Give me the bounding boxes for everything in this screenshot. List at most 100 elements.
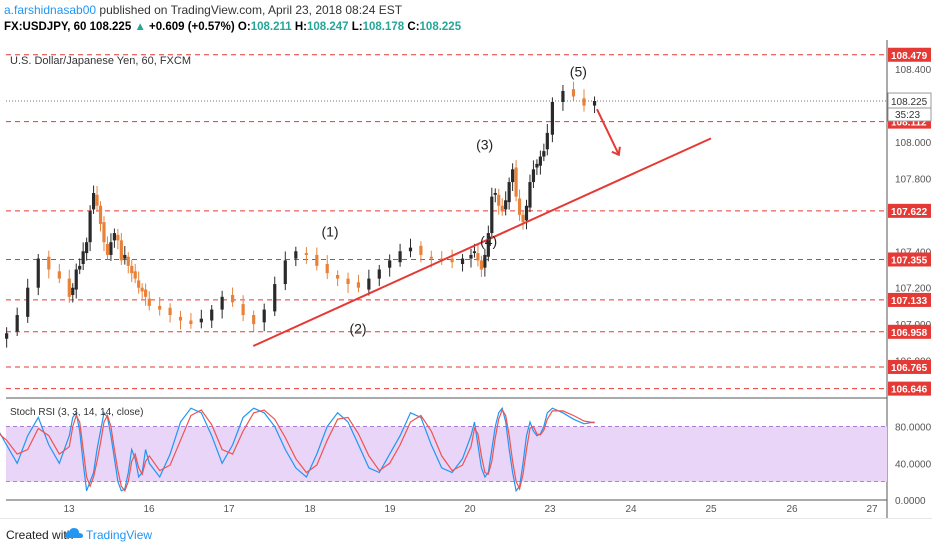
candle-body [429, 256, 433, 259]
candle-body [119, 240, 123, 261]
x-tick-label: 20 [464, 504, 476, 515]
stoch-k-line [0, 406, 595, 493]
symbol-label: FX:USDJPY, 60 [4, 21, 87, 33]
candle-body [102, 222, 106, 243]
candle-body [346, 278, 350, 285]
candle-body [123, 254, 127, 259]
level-label-bg [888, 292, 931, 307]
candle-body [450, 258, 454, 263]
level-label: 106.958 [891, 328, 928, 339]
publish-line: a.farshidnasab00 published on TradingVie… [4, 3, 402, 17]
candle-body [377, 269, 381, 279]
candle-body [109, 242, 113, 255]
countdown-bg [887, 107, 932, 122]
stoch-tick-label: 0.0000 [895, 496, 926, 507]
wave-label: (2) [349, 320, 366, 336]
level-label: 106.765 [891, 363, 928, 374]
x-tick-label: 25 [705, 504, 717, 515]
candle-body [504, 200, 508, 210]
countdown-label: 35:23 [895, 110, 920, 121]
x-tick-label: 27 [866, 504, 878, 515]
candle-body [476, 253, 480, 261]
candle-body [542, 151, 546, 157]
stoch-tick-label: 80.0000 [895, 423, 932, 434]
candle-body [137, 280, 141, 288]
candle-body [88, 211, 92, 243]
candle-body [147, 298, 151, 306]
candle-body [497, 194, 501, 206]
candle-body [273, 284, 277, 312]
candle-body [483, 254, 487, 268]
candle-body [479, 260, 483, 270]
candle-body [535, 163, 539, 168]
candle-body [538, 156, 542, 166]
tradingview-cloud-icon [65, 528, 83, 538]
tradingview-brand-link[interactable]: TradingView [86, 528, 153, 542]
candle-body [230, 295, 235, 303]
stoch-band [6, 426, 887, 482]
low-value: 108.178 [362, 21, 405, 33]
wave-label: (5) [570, 63, 587, 79]
y-tick-label: 107.800 [895, 174, 932, 185]
candle-body [116, 234, 120, 241]
candle-body [98, 205, 103, 224]
candle-body [367, 278, 371, 290]
candle-body [133, 271, 137, 279]
candle-body [524, 205, 529, 221]
author-link[interactable]: a.farshidnasab00 [4, 3, 97, 17]
candle-body [57, 271, 61, 279]
stoch-label: Stoch RSI (3, 3, 14, 14, close) [10, 407, 143, 418]
candle-body [304, 253, 308, 255]
candle-body [531, 169, 536, 183]
candle-body [130, 265, 134, 274]
candle-body [241, 304, 245, 316]
candle-body [511, 169, 515, 183]
open-value: 108.211 [250, 21, 292, 33]
candle-body [199, 318, 203, 323]
candle-body [262, 309, 266, 323]
level-label: 108.479 [891, 51, 928, 62]
change-value: +0.609 (+0.57%) [149, 21, 235, 33]
y-tick-label: 108.000 [895, 138, 932, 149]
symbol-info: FX:USDJPY, 60 108.225 ▲ +0.609 (+0.57%) … [4, 21, 461, 33]
arrow-head-icon [611, 146, 621, 157]
published-text: published on TradingView.com, April 23, … [99, 3, 403, 17]
close-value: 108.225 [419, 21, 462, 33]
candle-body [283, 260, 287, 285]
candle-body [78, 265, 82, 270]
level-label: 106.646 [891, 385, 928, 396]
x-tick-label: 24 [625, 504, 637, 515]
x-tick-label: 16 [143, 504, 155, 515]
candle-body [592, 101, 597, 106]
chart-header: a.farshidnasab00 published on TradingVie… [0, 0, 932, 40]
high-value: 108.247 [306, 21, 349, 33]
candle-body [140, 287, 144, 292]
x-tick-label: 18 [304, 504, 316, 515]
candle-body [545, 132, 549, 150]
x-tick-label: 19 [384, 504, 396, 515]
candle-body [220, 296, 224, 310]
candle-body [26, 287, 30, 317]
candle-body [472, 251, 477, 254]
x-tick-label: 13 [63, 504, 75, 515]
candle-body [325, 264, 329, 274]
wave-label: (1) [321, 224, 338, 240]
candle-body [126, 256, 130, 266]
candle-body [15, 315, 19, 332]
y-tick-label: 108.400 [895, 65, 932, 76]
candle-body [356, 282, 361, 288]
price-chart[interactable]: U.S. Dollar/Japanese Yen, 60, FXCM 108.40… [0, 40, 932, 518]
candle-body [486, 233, 490, 257]
candle-body [67, 278, 71, 297]
candle-body [469, 254, 473, 259]
x-tick-label: 17 [223, 504, 235, 515]
candle-body [582, 98, 586, 106]
candle-body [294, 251, 298, 259]
candle-body [210, 309, 214, 321]
candle-body [500, 205, 504, 212]
candle-body [252, 315, 256, 325]
y-tick-label: 107.200 [895, 284, 932, 295]
wave-label: (3) [476, 136, 493, 152]
created-with-text: Created with [6, 528, 74, 542]
candle-body [95, 194, 99, 206]
